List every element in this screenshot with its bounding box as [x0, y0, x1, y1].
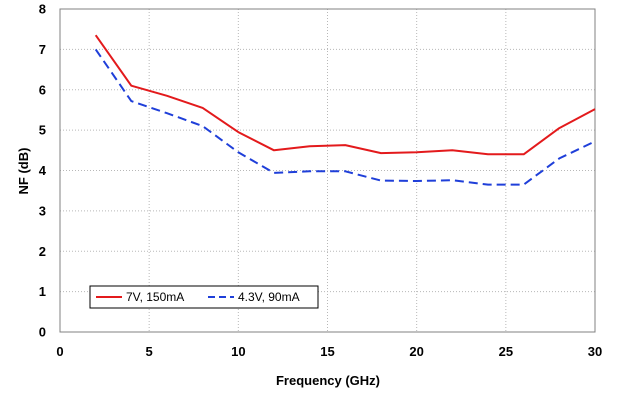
y-tick-label: 2 — [39, 244, 46, 259]
legend-box — [89, 285, 319, 309]
x-tick-label: 15 — [320, 344, 334, 359]
y-tick-label: 6 — [39, 82, 46, 97]
y-tick-label: 8 — [39, 2, 46, 17]
series-line-2 — [94, 48, 596, 186]
y-tick-label: 0 — [39, 325, 46, 340]
y-tick-label: 7 — [39, 42, 46, 57]
y-tick-label: 1 — [39, 284, 46, 299]
legend-label-series-2: 4.3V, 90mA — [238, 290, 300, 304]
x-tick-label: 10 — [231, 344, 245, 359]
y-tick-label: 3 — [39, 203, 46, 218]
tick-labels: 0 1 2 3 4 5 6 7 8 0 5 10 15 20 25 30 — [39, 2, 602, 360]
series-line-1 — [94, 34, 596, 156]
y-tick-label: 5 — [39, 123, 46, 138]
x-tick-label: 25 — [499, 344, 513, 359]
plot-area-frame — [59, 8, 596, 333]
x-tick-label: 30 — [588, 344, 602, 359]
x-tick-label: 20 — [409, 344, 423, 359]
x-tick-label: 5 — [146, 344, 153, 359]
legend: 7V, 150mA 4.3V, 90mA — [89, 285, 319, 309]
x-tick-label: 0 — [56, 344, 63, 359]
grid — [60, 9, 595, 332]
x-axis-title: Frequency (GHz) — [276, 373, 380, 388]
y-axis-title: NF (dB) — [16, 148, 31, 195]
series-lines — [94, 34, 596, 186]
legend-label-series-1: 7V, 150mA — [126, 290, 184, 304]
y-tick-label: 4 — [39, 163, 47, 178]
